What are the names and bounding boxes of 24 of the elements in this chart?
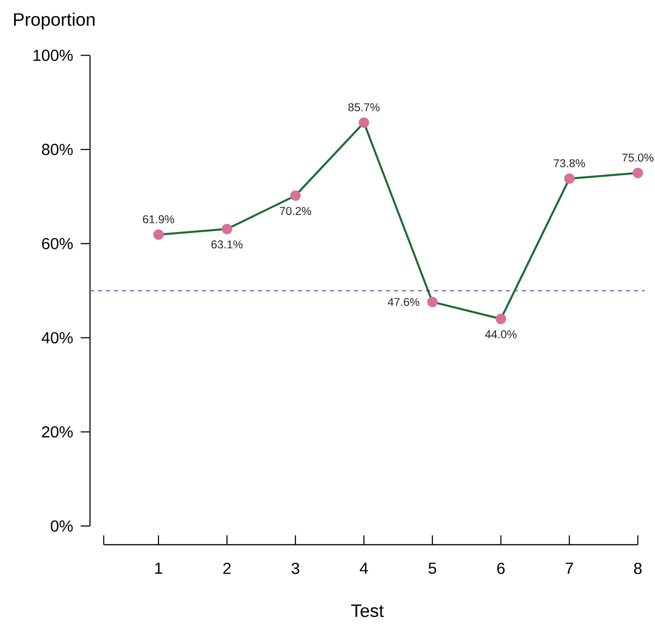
x-tick-label: 2 <box>223 562 231 574</box>
x-tick-label: 4 <box>360 562 368 574</box>
y-tick-label: 60% <box>42 238 73 250</box>
y-tick-label: 100% <box>34 50 73 61</box>
x-tick-label: 8 <box>634 562 642 574</box>
y-tick-label: 0% <box>50 520 73 532</box>
y-tick-label: 40% <box>42 332 73 344</box>
y-tick-label: 20% <box>42 426 73 438</box>
x-tick-label: 5 <box>428 562 436 574</box>
x-axis-title: Test <box>351 604 384 618</box>
data-label: 61.9% <box>143 215 174 224</box>
data-label: 73.8% <box>554 159 586 168</box>
x-tick-label: 6 <box>497 562 505 574</box>
data-label: 85.7% <box>348 103 380 112</box>
x-tick-label: 7 <box>566 562 573 574</box>
data-label: 75.0% <box>622 154 654 162</box>
x-tick-label: 1 <box>155 562 162 574</box>
data-label: 63.1% <box>211 240 243 248</box>
data-label: 47.6% <box>388 298 420 306</box>
data-label: 70.2% <box>280 206 312 215</box>
data-label: 44.0% <box>485 330 517 338</box>
y-axis-title: Proportion <box>14 12 94 30</box>
y-tick-label: 80% <box>42 144 73 156</box>
x-tick-label: 3 <box>292 562 300 574</box>
